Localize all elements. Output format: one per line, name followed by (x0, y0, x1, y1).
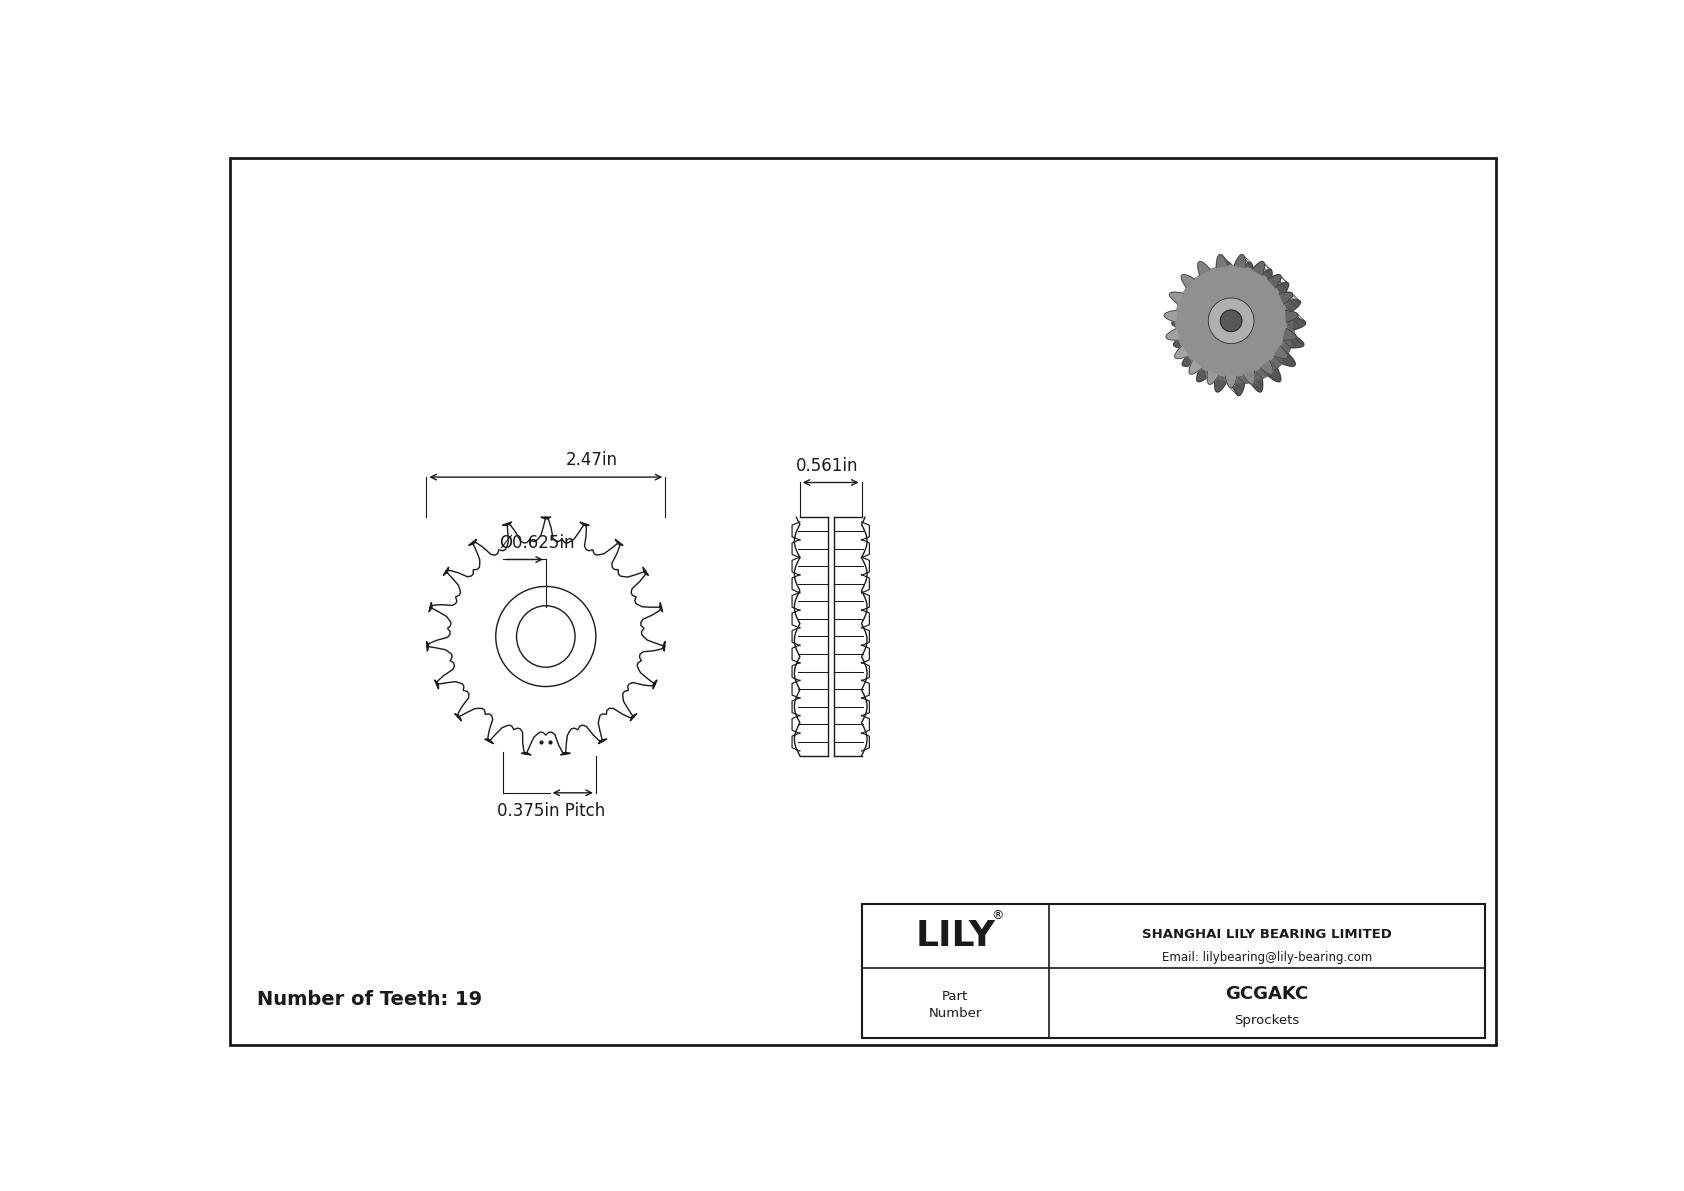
Polygon shape (1253, 262, 1265, 275)
Polygon shape (1290, 336, 1303, 348)
Text: Email: lilybearing@lily-bearing.com: Email: lilybearing@lily-bearing.com (1162, 952, 1372, 964)
Text: 2.47in: 2.47in (566, 451, 618, 469)
Text: SHANGHAI LILY BEARING LIMITED: SHANGHAI LILY BEARING LIMITED (1142, 928, 1393, 941)
Polygon shape (1177, 300, 1191, 312)
Polygon shape (1268, 275, 1282, 288)
Polygon shape (1197, 262, 1211, 275)
Polygon shape (1241, 262, 1253, 275)
Polygon shape (1275, 282, 1288, 295)
Polygon shape (1243, 370, 1255, 385)
Text: ®: ® (992, 909, 1004, 922)
Text: Sprockets: Sprockets (1234, 1015, 1300, 1028)
Polygon shape (1275, 345, 1288, 358)
Polygon shape (1206, 269, 1218, 282)
Polygon shape (1283, 329, 1297, 341)
Text: Ø0.625in: Ø0.625in (500, 534, 576, 551)
Text: Number of Teeth: 19: Number of Teeth: 19 (258, 991, 482, 1010)
Circle shape (1175, 266, 1287, 376)
Polygon shape (1189, 361, 1202, 374)
Polygon shape (1234, 255, 1246, 268)
Polygon shape (1180, 275, 1194, 288)
Polygon shape (1164, 311, 1177, 322)
Polygon shape (1169, 292, 1184, 304)
Polygon shape (1182, 354, 1196, 367)
Polygon shape (1293, 318, 1305, 330)
Text: 0.375in Pitch: 0.375in Pitch (497, 802, 606, 821)
Polygon shape (1214, 379, 1226, 392)
Polygon shape (1260, 361, 1273, 374)
Polygon shape (1268, 368, 1282, 382)
Circle shape (1221, 310, 1241, 331)
Polygon shape (1216, 255, 1228, 268)
Polygon shape (1224, 262, 1236, 275)
Circle shape (1184, 273, 1295, 384)
Polygon shape (1280, 292, 1293, 304)
Polygon shape (1172, 318, 1184, 330)
Text: Part
Number: Part Number (928, 990, 982, 1019)
Polygon shape (1233, 384, 1244, 395)
Bar (862, 904, 1485, 1039)
Text: 0.561in: 0.561in (797, 457, 859, 475)
Polygon shape (1251, 379, 1263, 392)
Circle shape (1207, 298, 1255, 344)
Text: LILY: LILY (914, 919, 995, 953)
Polygon shape (1165, 329, 1179, 341)
Polygon shape (1260, 269, 1271, 282)
Polygon shape (1287, 300, 1300, 312)
Polygon shape (1174, 336, 1187, 348)
Text: GCGAKC: GCGAKC (1226, 985, 1308, 1003)
Polygon shape (1197, 368, 1209, 382)
Polygon shape (1207, 370, 1219, 385)
Polygon shape (1174, 345, 1189, 358)
Polygon shape (1189, 282, 1202, 295)
Polygon shape (1282, 354, 1295, 367)
Polygon shape (1226, 376, 1238, 388)
Polygon shape (1285, 311, 1298, 322)
